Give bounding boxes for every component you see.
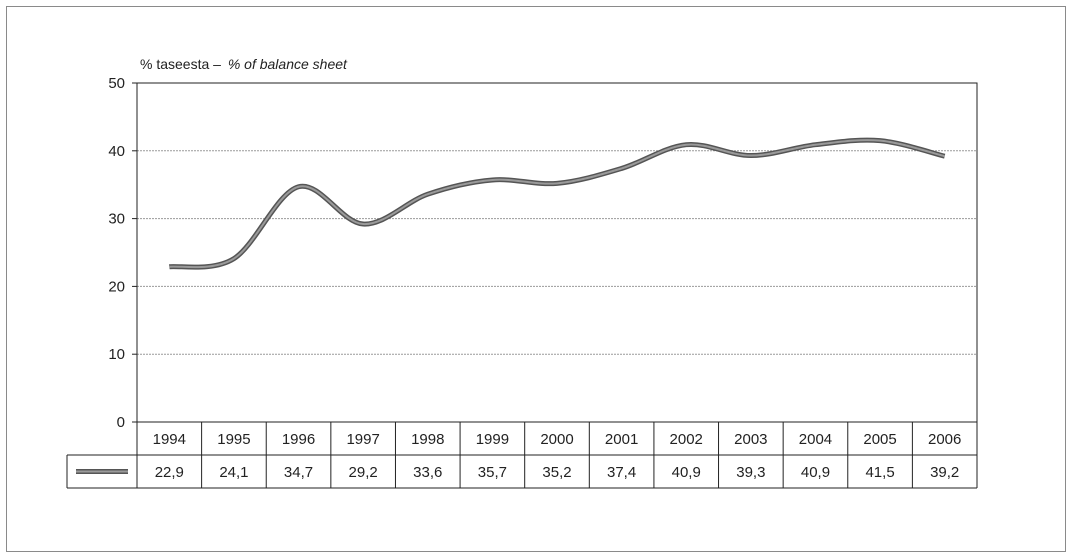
data-label: 37,4 — [607, 464, 636, 481]
x-tick-label: 2005 — [863, 431, 896, 448]
x-tick-label: 2002 — [670, 431, 703, 448]
y-tick-label: 40 — [108, 143, 125, 160]
x-tick-label: 1996 — [282, 431, 315, 448]
series-line-group — [169, 140, 945, 267]
y-tick-label: 20 — [108, 278, 125, 295]
x-tick-label: 2003 — [734, 431, 767, 448]
y-tick-labels: 0 10 20 30 40 50 — [108, 75, 137, 431]
x-tick-label: 2004 — [799, 431, 832, 448]
y-axis-label-fi: % taseesta – — [140, 56, 221, 72]
plot-border — [137, 83, 977, 422]
y-tick-label: 30 — [108, 211, 125, 228]
x-tick-label: 1998 — [411, 431, 444, 448]
data-label: 40,9 — [672, 464, 701, 481]
y-tick-label: 10 — [108, 346, 125, 363]
x-tick-label: 1997 — [346, 431, 379, 448]
x-tick-label: 1999 — [476, 431, 509, 448]
data-table: 1994 1995 1996 1997 1998 1999 2000 2001 2002 2003… — [67, 422, 977, 488]
data-label: 40,9 — [801, 464, 830, 481]
data-label: 22,9 — [155, 464, 184, 481]
data-label: 33,6 — [413, 464, 442, 481]
series-line — [169, 140, 944, 267]
data-label: 34,7 — [284, 464, 313, 481]
series-line-outline — [169, 140, 944, 267]
x-tick-label: 1995 — [217, 431, 250, 448]
plot-area — [137, 83, 977, 422]
y-tick-label: 0 — [117, 414, 125, 431]
data-label: 24,1 — [219, 464, 248, 481]
data-label: 39,2 — [930, 464, 959, 481]
data-label: 35,2 — [542, 464, 571, 481]
data-label: 41,5 — [865, 464, 894, 481]
data-label: 35,7 — [478, 464, 507, 481]
x-tick-label: 2000 — [540, 431, 573, 448]
y-axis-label-en: % of balance sheet — [228, 56, 348, 72]
data-label: 39,3 — [736, 464, 765, 481]
y-axis-label: % taseesta – % of balance sheet — [140, 56, 348, 72]
x-tick-label: 1994 — [153, 431, 186, 448]
x-tick-label: 2001 — [605, 431, 638, 448]
x-tick-label: 2006 — [928, 431, 961, 448]
data-label: 29,2 — [349, 464, 378, 481]
y-tick-label: 50 — [108, 75, 125, 92]
